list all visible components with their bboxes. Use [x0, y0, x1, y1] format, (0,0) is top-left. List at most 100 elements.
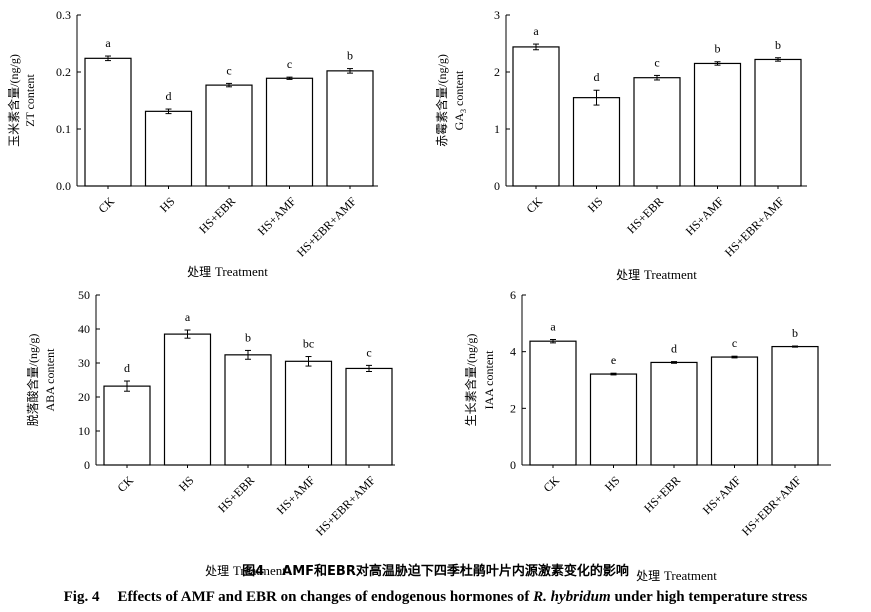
- y-axis-title-cn: 赤霉素含量/(ng/g): [434, 54, 449, 147]
- bar-ck: [103, 385, 151, 466]
- y-axis-title-en: ZT content: [23, 73, 37, 126]
- bar-hs-amf: [265, 77, 314, 187]
- y-tick-label: 0.2: [56, 65, 71, 79]
- y-tick-label: 6: [510, 288, 516, 302]
- y-tick-label: 0.0: [56, 179, 71, 193]
- bar-hs-ebr-amf: [345, 367, 393, 466]
- y-tick-label: 0: [494, 179, 500, 193]
- y-axis-title-en-sub: 3: [459, 109, 468, 113]
- significance-letter: c: [654, 55, 659, 69]
- x-tick-label: HS+AMF: [700, 473, 744, 517]
- significance-letter: b: [347, 49, 353, 63]
- significance-letter: c: [366, 345, 371, 359]
- x-axis-title: 处理 Treatment: [205, 563, 286, 578]
- significance-letter: d: [594, 70, 600, 84]
- x-axis-title-en: Treatment: [644, 267, 697, 282]
- bar-hs-ebr: [650, 361, 698, 466]
- significance-letter: d: [166, 89, 172, 103]
- significance-letter: b: [775, 38, 781, 52]
- x-tick-label: HS: [585, 194, 606, 215]
- caption-en-pre: Effects of AMF and EBR on changes of end…: [117, 589, 534, 605]
- significance-letter: c: [732, 336, 737, 350]
- bar-ck: [84, 57, 132, 187]
- y-axis-title-cn: 脱落酸含量/(ng/g): [25, 334, 40, 427]
- caption-english: Fig. 4 Effects of AMF and EBR on changes …: [0, 589, 871, 606]
- x-tick-label: HS+EBR+AMF: [294, 194, 359, 259]
- x-tick-label: HS+EBR+AMF: [313, 473, 378, 538]
- x-tick-label: CK: [523, 194, 545, 216]
- chart-panel-4: 0 2 4 6 a CK e HS d HS+EBR c HS+AMF b HS+EBR+AMF 处理 Tr…: [463, 288, 831, 583]
- x-axis-title-en: Treatment: [215, 264, 268, 279]
- bar-hs: [144, 110, 193, 187]
- y-axis-title-en-main: GA: [452, 113, 466, 131]
- y-axis-title-en-post: content: [452, 70, 466, 109]
- bar-hs-ebr: [633, 77, 681, 187]
- x-axis-title-cn: 处理: [187, 265, 215, 279]
- significance-letter: e: [611, 353, 616, 367]
- y-axis-title-en-main: IAA content: [482, 350, 496, 410]
- y-tick-label: 50: [78, 288, 90, 302]
- bar-ck: [529, 340, 577, 466]
- significance-letter: b: [792, 326, 798, 340]
- bar-hs-amf: [693, 62, 742, 187]
- y-tick-label: 40: [78, 322, 90, 336]
- bar-hs-ebr-amf: [754, 58, 802, 187]
- caption-chinese: 图4 AMF和EBR对高温胁迫下四季杜鹃叶片内源激素变化的影响: [0, 560, 871, 579]
- y-tick-label: 20: [78, 390, 90, 404]
- x-axis-title-cn: 处理: [636, 569, 664, 583]
- x-tick-label: CK: [540, 473, 562, 495]
- x-tick-label: HS: [157, 194, 178, 215]
- y-axis-title-cn: 玉米素含量/(ng/g): [6, 54, 21, 147]
- x-tick-label: HS+AMF: [255, 194, 299, 238]
- caption-en-species: R. hybridum: [533, 589, 611, 605]
- x-tick-label: HS+EBR: [215, 473, 257, 515]
- y-tick-label: 2: [494, 65, 500, 79]
- bar-hs-ebr-amf: [771, 345, 819, 466]
- chart-panel-2: 0 1 2 3 a CK d HS c HS+EBR b HS+AMF b HS+EBR+AMF 处理 Tr…: [434, 8, 807, 282]
- bar-hs-amf: [710, 356, 759, 466]
- bar-hs: [163, 333, 212, 466]
- significance-letter: a: [550, 319, 556, 333]
- x-axis-title: 处理 Treatment: [616, 267, 697, 282]
- y-axis-title-cn: 生长素含量/(ng/g): [463, 334, 478, 427]
- y-tick-label: 0: [84, 458, 90, 472]
- bar-ck: [512, 46, 560, 187]
- x-tick-label: HS+EBR+AMF: [722, 194, 787, 259]
- y-tick-label: 3: [494, 8, 500, 22]
- x-tick-label: HS: [602, 473, 623, 494]
- x-axis-title: 处理 Treatment: [636, 568, 717, 583]
- y-axis-title-en: ABA content: [43, 348, 57, 412]
- significance-letter: b: [245, 330, 251, 344]
- x-axis-title-en: Treatment: [233, 563, 286, 578]
- significance-letter: d: [671, 342, 677, 356]
- caption-en-post: under high temperature stress: [610, 589, 808, 605]
- x-tick-label: HS: [176, 473, 197, 494]
- chart-panel-3: 0 10 20 30 40 50 d CK a HS b HS+EBR bc HS+AMF c HS+EBR+…: [25, 288, 395, 578]
- y-axis-title-en: IAA content: [482, 350, 496, 410]
- caption-cn-text: AMF和EBR对高温胁迫下四季杜鹃叶片内源激素变化的影响: [282, 564, 629, 579]
- bar-hs: [572, 97, 621, 187]
- x-tick-label: CK: [95, 194, 117, 216]
- bar-hs: [589, 373, 638, 466]
- x-tick-label: HS+EBR: [641, 473, 683, 515]
- y-tick-label: 0.1: [56, 122, 71, 136]
- x-tick-label: HS+AMF: [683, 194, 727, 238]
- y-tick-label: 4: [510, 345, 516, 359]
- significance-letter: d: [124, 361, 130, 375]
- significance-letter: c: [287, 57, 292, 71]
- significance-letter: a: [533, 24, 539, 38]
- x-tick-label: HS+EBR: [624, 194, 666, 236]
- bar-hs-ebr: [224, 354, 272, 466]
- caption-cn-label: 图4: [242, 564, 265, 579]
- significance-letter: b: [715, 42, 721, 56]
- significance-letter: a: [105, 36, 111, 50]
- y-axis-title-en-main: ZT content: [23, 73, 37, 126]
- x-axis-title-en: Treatment: [664, 568, 717, 583]
- y-axis-title-en-main: ABA content: [43, 348, 57, 412]
- y-tick-label: 1: [494, 122, 500, 136]
- x-tick-label: HS+AMF: [274, 473, 318, 517]
- y-tick-label: 2: [510, 401, 516, 415]
- y-tick-label: 0: [510, 458, 516, 472]
- significance-letter: a: [185, 310, 191, 324]
